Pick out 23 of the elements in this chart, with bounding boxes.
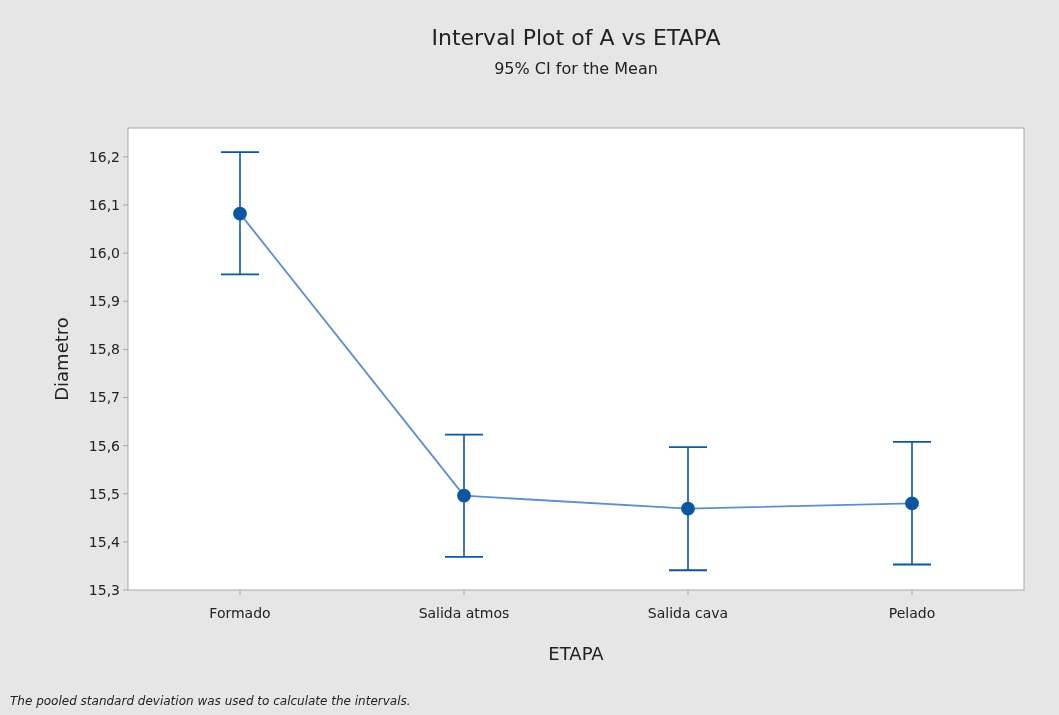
x-tick-label: Salida atmos <box>418 605 510 621</box>
point <box>681 501 695 516</box>
x-tick-label: Pelado <box>888 605 936 621</box>
chart-title: Interval Plot of A vs ETAPA <box>431 25 721 50</box>
y-tick-label: 16,1 <box>88 196 120 213</box>
point <box>457 488 471 503</box>
point <box>905 496 919 511</box>
text: The pooled standard deviation was used to calculate the intervals. <box>10 694 411 708</box>
y-axis-title: Diametro <box>51 317 72 401</box>
y-tick-label: 15,8 <box>88 341 120 358</box>
y-tick-label: 15,9 <box>88 293 120 310</box>
y-tick-label: 15,5 <box>88 485 120 502</box>
x-tick-label: Formado <box>209 605 271 621</box>
y-tick-label: 15,3 <box>88 581 120 598</box>
chart-subtitle: 95% CI for the Mean <box>494 59 658 78</box>
y-tick-label: 15,6 <box>88 437 121 454</box>
x-axis-title: ETAPA <box>548 643 605 664</box>
y-tick-label: 15,7 <box>88 389 120 406</box>
y-tick-label: 16,0 <box>88 245 120 262</box>
y-tick-label: 15,4 <box>88 533 121 550</box>
y-tick-label: 16,2 <box>88 148 120 165</box>
point <box>233 206 247 221</box>
x-tick-label: Salida cava <box>647 605 729 621</box>
